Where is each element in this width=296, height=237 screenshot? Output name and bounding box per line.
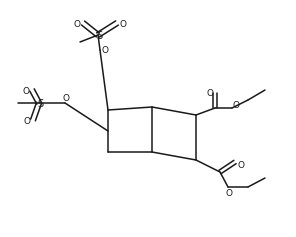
Text: O: O bbox=[62, 94, 70, 102]
Text: O: O bbox=[22, 87, 30, 96]
Text: O: O bbox=[73, 19, 81, 28]
Text: O: O bbox=[237, 160, 244, 169]
Text: O: O bbox=[23, 117, 30, 126]
Text: S: S bbox=[37, 99, 43, 109]
Text: O: O bbox=[120, 19, 126, 28]
Text: S: S bbox=[96, 31, 102, 41]
Text: O: O bbox=[102, 46, 109, 55]
Text: O: O bbox=[226, 188, 232, 197]
Text: O: O bbox=[232, 100, 239, 109]
Text: O: O bbox=[207, 88, 213, 97]
